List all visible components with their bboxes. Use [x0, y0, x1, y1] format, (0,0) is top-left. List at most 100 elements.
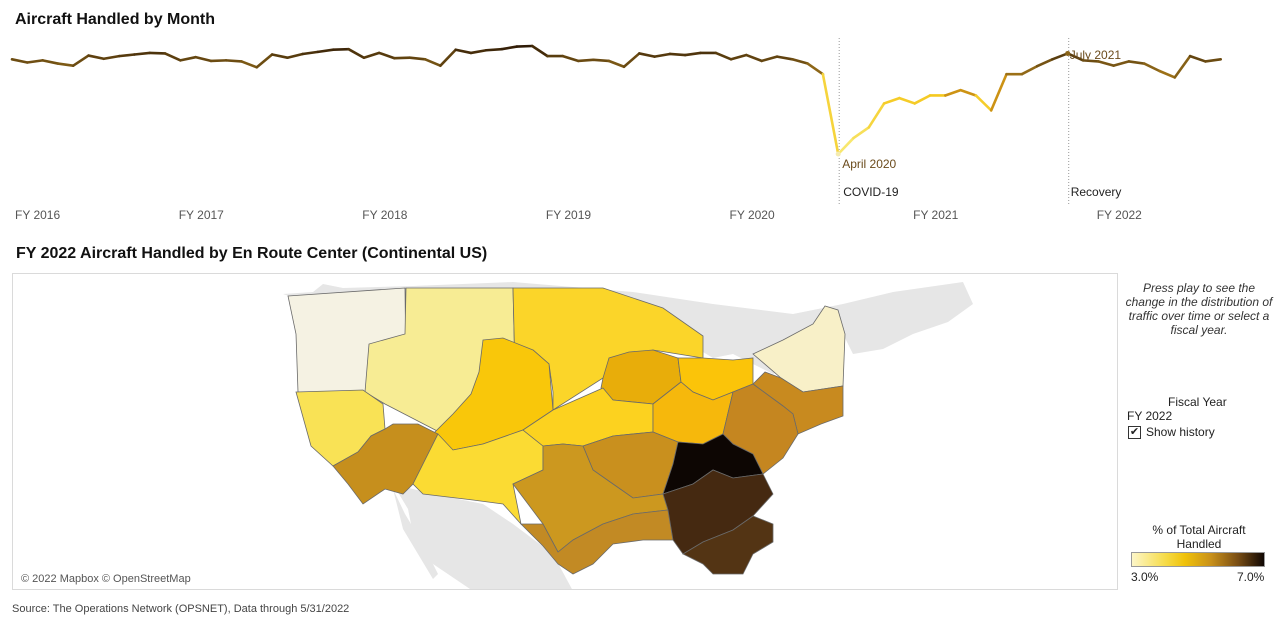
line-segment[interactable]: [852, 126, 871, 140]
line-segment[interactable]: [179, 55, 197, 62]
event-point-marker[interactable]: [835, 151, 841, 157]
line-segment[interactable]: [469, 48, 488, 55]
line-segment[interactable]: [25, 59, 44, 64]
line-segment[interactable]: [515, 44, 534, 48]
region-albuquerque[interactable]: [412, 429, 544, 526]
line-segment[interactable]: [393, 56, 412, 60]
line-segment[interactable]: [1097, 60, 1115, 67]
line-segment[interactable]: [270, 53, 289, 60]
line-segment[interactable]: [1051, 52, 1069, 61]
line-segment[interactable]: [316, 48, 335, 54]
line-segment[interactable]: [806, 62, 825, 76]
en-route-center-map[interactable]: © 2022 Mapbox © OpenStreetMap: [12, 273, 1118, 590]
line-segment[interactable]: [484, 47, 503, 52]
line-segment[interactable]: [1158, 69, 1177, 79]
line-segment[interactable]: [790, 58, 809, 65]
line-segment[interactable]: [87, 54, 106, 61]
line-segment[interactable]: [913, 94, 932, 105]
line-segment[interactable]: [1066, 52, 1085, 62]
line-segment[interactable]: [1142, 62, 1161, 73]
line-segment[interactable]: [683, 51, 702, 57]
line-segment[interactable]: [102, 54, 121, 61]
line-segment[interactable]: [1081, 59, 1100, 63]
line-segment[interactable]: [1035, 58, 1054, 68]
line-segment[interactable]: [561, 54, 580, 63]
line-segment[interactable]: [1112, 60, 1131, 67]
line-segment[interactable]: [959, 88, 978, 97]
show-history-checkbox[interactable]: ✔: [1128, 425, 1141, 439]
line-segment[interactable]: [592, 58, 611, 63]
show-history-label: Show history: [1146, 425, 1215, 439]
map-credit[interactable]: © 2022 Mapbox © OpenStreetMap: [21, 573, 191, 585]
line-segment[interactable]: [439, 48, 458, 67]
line-segment[interactable]: [301, 50, 320, 56]
x-axis-tick-label: FY 2017: [179, 208, 224, 222]
line-segment[interactable]: [1204, 58, 1222, 63]
line-segment[interactable]: [1127, 60, 1146, 65]
line-segment[interactable]: [286, 52, 305, 60]
baja-land: [393, 489, 438, 579]
line-segment[interactable]: [1173, 54, 1192, 79]
legend-color-ramp: [1131, 552, 1265, 567]
line-segment[interactable]: [10, 58, 29, 64]
line-segment[interactable]: [576, 58, 595, 63]
line-segment[interactable]: [989, 72, 1008, 112]
line-segment[interactable]: [668, 52, 687, 57]
line-segment[interactable]: [133, 51, 151, 56]
line-segment[interactable]: [240, 60, 259, 69]
line-segment[interactable]: [117, 53, 136, 58]
line-segment[interactable]: [882, 96, 901, 105]
line-segment[interactable]: [775, 55, 794, 61]
line-segment[interactable]: [898, 96, 917, 105]
map-title: FY 2022 Aircraft Handled by En Route Cen…: [16, 245, 488, 262]
line-segment[interactable]: [653, 52, 672, 58]
line-segment[interactable]: [637, 52, 656, 58]
line-segment[interactable]: [760, 55, 779, 63]
recovery-label: Recovery: [1071, 185, 1122, 199]
line-segment[interactable]: [745, 53, 764, 63]
line-segment[interactable]: [194, 55, 213, 63]
line-segment[interactable]: [56, 62, 75, 67]
source-footnote: Source: The Operations Network (OPSNET),…: [12, 603, 350, 615]
line-segment[interactable]: [347, 47, 366, 60]
event-point-marker[interactable]: [1065, 50, 1071, 56]
line-segment[interactable]: [454, 48, 473, 55]
april-2020-label: April 2020: [842, 157, 896, 171]
line-segment[interactable]: [163, 52, 182, 62]
line-segment[interactable]: [974, 94, 993, 112]
line-segment[interactable]: [622, 52, 641, 69]
line-segment[interactable]: [41, 59, 60, 65]
line-segment[interactable]: [500, 45, 519, 51]
fiscal-year-select[interactable]: FY 2022: [1127, 409, 1173, 423]
x-axis-tick-label: FY 2016: [15, 208, 60, 222]
line-segment[interactable]: [714, 51, 733, 61]
line-segment[interactable]: [255, 53, 274, 69]
x-axis-tick-label: FY 2021: [913, 208, 958, 222]
line-segment[interactable]: [836, 136, 855, 156]
line-segment[interactable]: [943, 88, 962, 97]
line-segment[interactable]: [224, 59, 243, 63]
line-segment[interactable]: [362, 51, 381, 60]
legend-title: % of Total Aircraft Handled: [1152, 523, 1246, 551]
region-miami[interactable]: [682, 515, 774, 575]
show-history-toggle[interactable]: ✔ Show history: [1128, 425, 1215, 439]
line-segment[interactable]: [71, 54, 90, 67]
line-segment[interactable]: [423, 58, 442, 67]
line-segment[interactable]: [331, 47, 350, 52]
line-segment[interactable]: [209, 59, 228, 63]
play-instructions: Press play to see the change in the dist…: [1125, 281, 1273, 337]
line-segment[interactable]: [821, 72, 840, 156]
covid-19-label: COVID-19: [843, 185, 899, 199]
line-segment[interactable]: [148, 51, 167, 55]
line-segment[interactable]: [1020, 64, 1039, 76]
line-segment[interactable]: [1188, 54, 1207, 63]
x-axis-tick-label: FY 2022: [1097, 208, 1142, 222]
line-segment[interactable]: [867, 102, 886, 129]
line-segment[interactable]: [530, 44, 549, 58]
line-segment[interactable]: [377, 51, 396, 60]
line-segment[interactable]: [408, 56, 427, 61]
line-segment[interactable]: [607, 59, 626, 69]
line-segment[interactable]: [729, 53, 748, 61]
july-2021-label: July 2021: [1070, 48, 1122, 62]
mexico-land: [393, 484, 572, 589]
